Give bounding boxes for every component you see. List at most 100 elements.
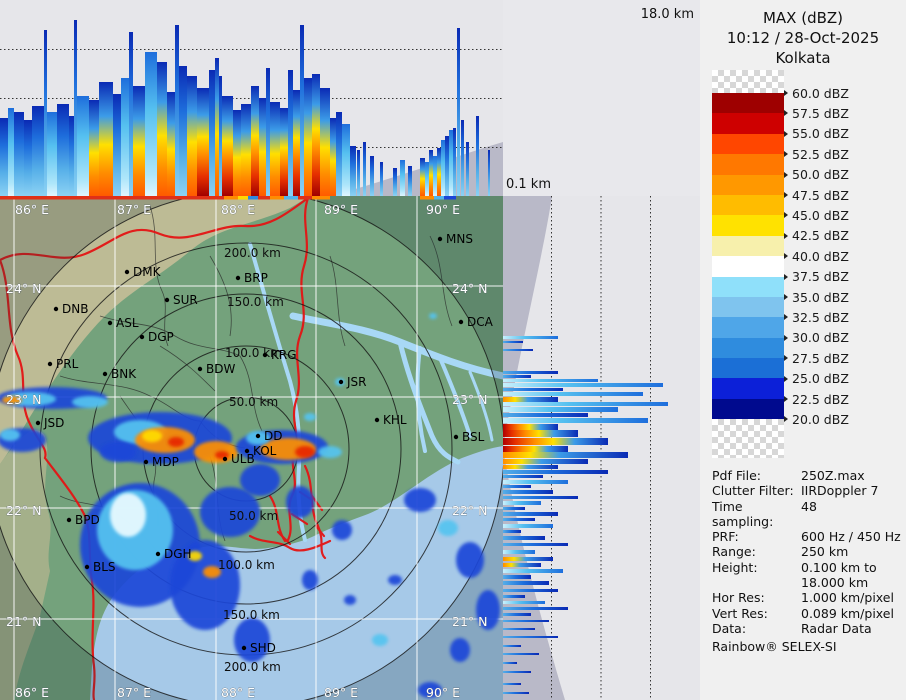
profile-bar (167, 92, 175, 196)
profile-bar (503, 446, 568, 452)
ground-strip-segment (270, 196, 284, 200)
city-label: ULB (231, 452, 255, 466)
product-info-block: Pdf File: 250Z.max Clutter Filter: IIRDoppl… (712, 468, 902, 655)
city-dot (35, 420, 41, 426)
lat-label: 23° N (6, 392, 41, 407)
scale-label: 42.5 dBZ (784, 228, 849, 243)
profile-bar (445, 136, 449, 196)
profile-bar (187, 76, 197, 196)
scale-swatch (712, 296, 784, 318)
echo-blob (203, 566, 221, 578)
scale-label: 25.0 dBZ (784, 371, 849, 386)
scale-tick-arrow-icon (784, 192, 788, 198)
profile-bar (503, 379, 598, 382)
scale-swatch (712, 194, 784, 216)
ring-label: 150.0 km (227, 295, 284, 309)
echo-blob (476, 590, 500, 630)
scale-label: 40.0 dBZ (784, 249, 849, 264)
city-dot (53, 306, 59, 312)
profile-bar (433, 156, 437, 196)
city-dot (197, 366, 203, 372)
lon-label: 90° E (426, 202, 460, 217)
profile-bar (429, 150, 433, 196)
profile-bar (215, 58, 219, 196)
info-row: Pdf File: 250Z.max (712, 468, 902, 483)
profile-bar (288, 70, 293, 196)
radar-map: 86° E 86° E 87° E 87° E 88° E 88° E 89° E 89° E… (0, 196, 503, 700)
profile-bar (503, 470, 608, 474)
echo-blob (286, 486, 314, 518)
city-label: KHL (383, 413, 407, 427)
profile-bar (503, 402, 668, 406)
ground-strip-segment (420, 196, 434, 200)
scale-tick-arrow-icon (784, 334, 788, 341)
scale-label-text: 37.5 dBZ (792, 269, 849, 285)
city-label: BLS (93, 560, 116, 574)
scale-label: 50.0 dBZ (784, 167, 849, 182)
info-value: 1.000 km/pixel (801, 590, 894, 606)
lon-label: 89° E (324, 685, 358, 700)
echo-blob (344, 595, 356, 605)
lon-label: 88° E (221, 202, 255, 217)
profile-bar (503, 595, 525, 598)
yz-cross-section-panel (503, 196, 700, 700)
profile-bar (77, 96, 89, 196)
profile-bar (503, 607, 568, 610)
profile-bar (270, 102, 280, 196)
profile-bar (145, 52, 157, 196)
scale-label-text: 57.5 dBZ (792, 105, 849, 121)
scale-tick-arrow-icon (784, 110, 788, 117)
profile-bar (503, 620, 549, 622)
info-value: IIRDoppler 7 (801, 483, 879, 499)
city-label: BRP (244, 271, 268, 285)
city-dot (374, 417, 380, 423)
profile-bar (503, 512, 558, 516)
lon-label: 88° E (221, 685, 255, 700)
city-dot (255, 433, 261, 439)
map-echoes (0, 313, 500, 698)
scale-swatch (712, 378, 784, 399)
scale-label-text: 40.0 dBZ (792, 248, 849, 264)
info-label: Pdf File: (712, 468, 761, 483)
scale-label-text: 27.5 dBZ (792, 350, 849, 366)
lat-label: 22° N (452, 503, 487, 518)
profile-bar (503, 543, 568, 546)
ground-strip-segment (224, 196, 238, 200)
profile-bar (457, 28, 460, 196)
scale-tick-arrow-icon (784, 355, 788, 362)
scale-label-text: 20.0 dBZ (792, 411, 849, 427)
profile-bar (453, 128, 456, 196)
profile-bar (99, 82, 113, 196)
scale-tick-arrow-icon (784, 171, 788, 178)
city-marker: ASL (107, 316, 139, 330)
city-label: DGH (164, 547, 192, 561)
profile-bar (503, 496, 578, 499)
city-marker: DMK (124, 265, 162, 279)
echo-blob (429, 313, 437, 319)
profile-bar (363, 142, 366, 196)
profile-bar (503, 569, 563, 573)
city-dot (66, 517, 72, 523)
profile-bar (466, 142, 469, 196)
profile-bar (503, 424, 558, 430)
profile-bar (503, 452, 628, 458)
city-dot (244, 448, 250, 454)
city-label: KOL (253, 444, 277, 458)
scale-swatch (712, 113, 784, 134)
profile-bar (503, 465, 558, 469)
profile-bar (503, 475, 543, 478)
profile-bar (380, 162, 383, 196)
lon-label: 89° E (324, 202, 358, 217)
lat-label: 21° N (452, 614, 487, 629)
profile-bar (197, 88, 209, 196)
profile-bar (408, 166, 412, 196)
legend-panel: MAX (dBZ) 10:12 / 28-Oct-2025 Kolkata Pd… (700, 0, 906, 700)
scale-label: 60.0 dBZ (784, 86, 849, 101)
profile-bar (44, 30, 47, 196)
ground-echo-strip (0, 196, 456, 200)
lat-label: 23° N (452, 392, 487, 407)
city-dot (262, 352, 268, 358)
scale-swatch (712, 93, 784, 114)
scale-swatch (712, 276, 784, 297)
